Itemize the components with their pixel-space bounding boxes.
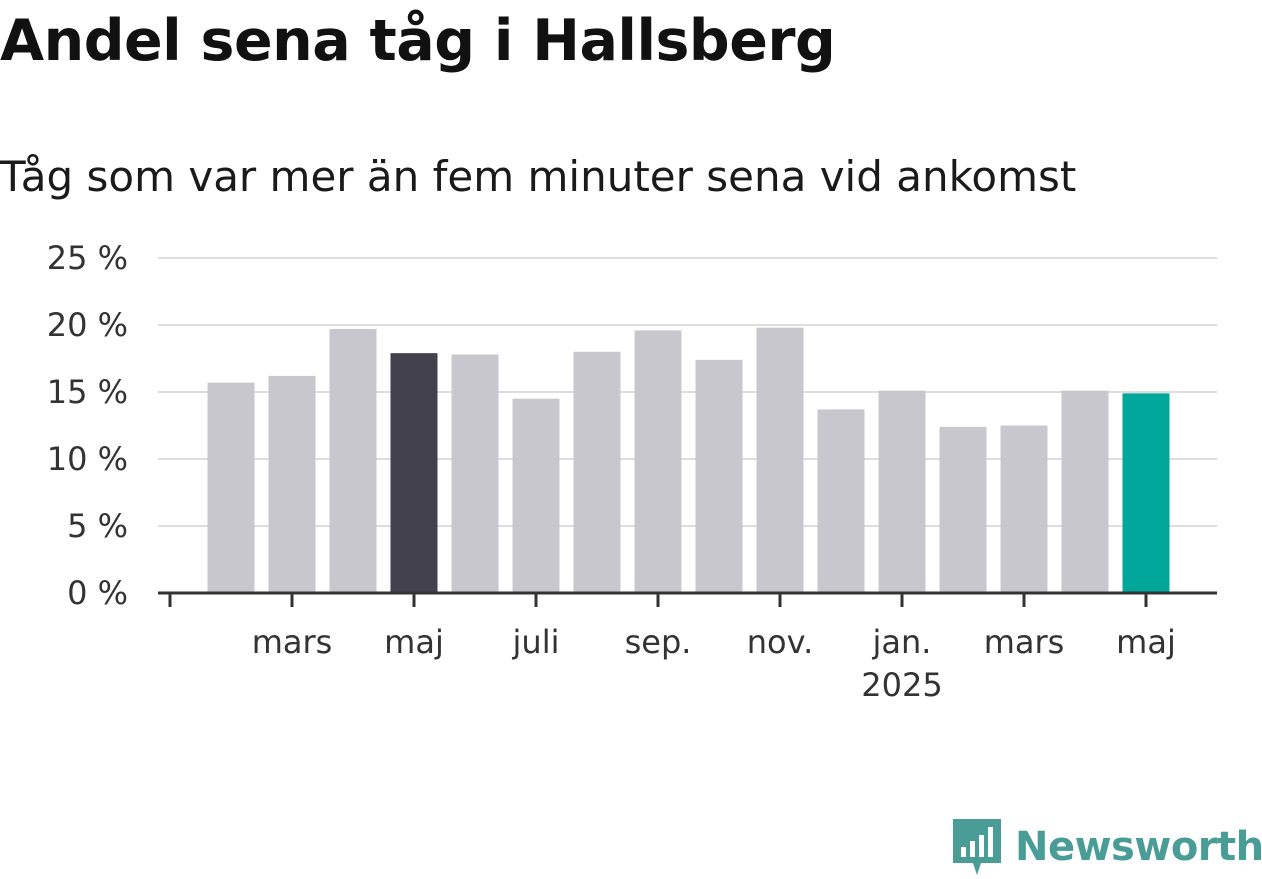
- gridlines: [158, 257, 1217, 527]
- bar: [451, 354, 499, 593]
- y-tick-label: 20 %: [47, 306, 128, 344]
- bar: [756, 327, 804, 593]
- bar: [1122, 393, 1170, 593]
- brand-name: Newsworthy: [1015, 824, 1262, 870]
- axis-labels: 0 % 5 % 10 % 15 % 20 % 25 % mars maj juli sep. nov…: [47, 239, 1176, 704]
- bar: [878, 390, 926, 593]
- bar: [1000, 425, 1048, 593]
- bars: [207, 327, 1170, 593]
- x-tick-label: sep.: [625, 623, 692, 661]
- newsworthy-logo: Newsworthy: [951, 817, 1262, 877]
- x-tick-year-label: 2025: [861, 666, 942, 704]
- bar: [695, 359, 743, 593]
- x-tick-label: maj: [384, 623, 444, 661]
- y-tick-label: 25 %: [47, 239, 128, 277]
- x-tick-label: nov.: [747, 623, 813, 661]
- x-tick-label: mars: [984, 623, 1065, 661]
- chart-title: Andel sena tåg i Hallsberg: [0, 8, 836, 74]
- y-tick-label: 10 %: [47, 440, 128, 478]
- bar: [268, 375, 316, 593]
- bar: [207, 382, 255, 593]
- bar: [573, 351, 621, 593]
- x-tick-label: jan.: [872, 623, 932, 661]
- y-tick-label: 0 %: [67, 574, 128, 612]
- bar: [817, 409, 865, 593]
- bar: [1061, 390, 1109, 593]
- x-tick-label: juli: [512, 623, 560, 661]
- chart-subtitle: Tåg som var mer än fem minuter sena vid …: [0, 152, 1077, 201]
- bar-chart-speech-bubble-icon: [953, 819, 1001, 875]
- y-tick-label: 15 %: [47, 373, 128, 411]
- bar: [329, 329, 377, 593]
- y-tick-label: 5 %: [67, 507, 128, 545]
- bar: [939, 426, 987, 593]
- bar: [634, 330, 682, 593]
- x-tick-label: maj: [1116, 623, 1176, 661]
- x-axis: [158, 591, 1217, 607]
- x-tick-label: mars: [252, 623, 333, 661]
- bar: [390, 353, 438, 593]
- bar: [512, 398, 560, 593]
